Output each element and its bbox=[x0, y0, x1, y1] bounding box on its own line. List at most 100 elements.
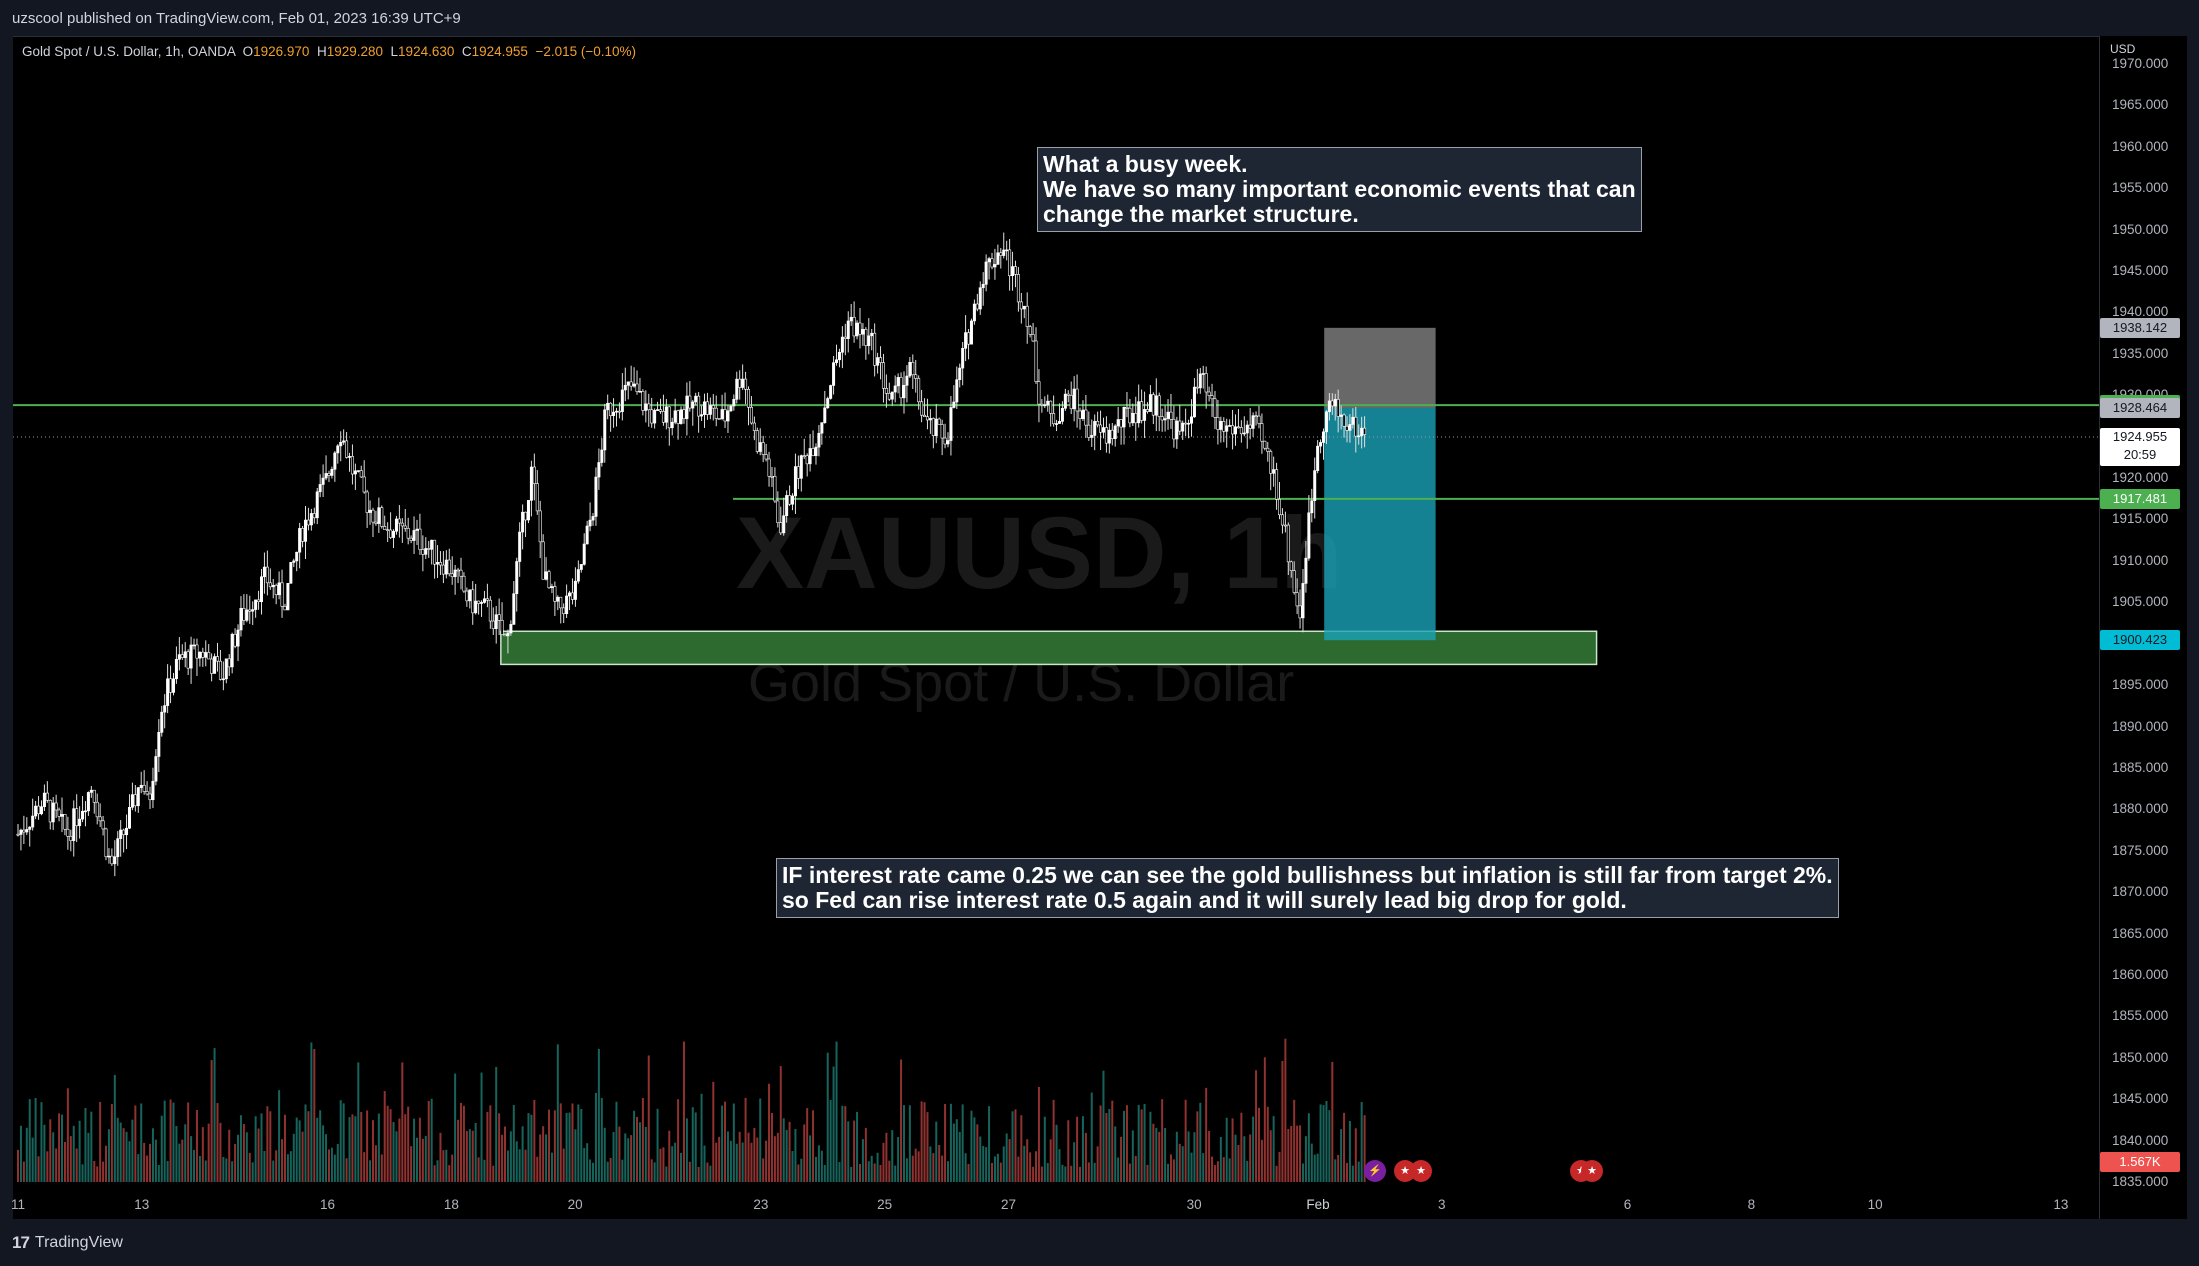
candle-body bbox=[717, 418, 721, 420]
volume-bar bbox=[1237, 1144, 1240, 1182]
volume-bar bbox=[140, 1103, 143, 1182]
candle-body bbox=[1295, 592, 1299, 607]
volume-bar bbox=[1040, 1166, 1043, 1182]
candle-body bbox=[726, 410, 730, 422]
volume-bar bbox=[597, 1048, 600, 1182]
us-flag-event-icon[interactable]: ★ bbox=[1410, 1160, 1432, 1182]
volume-bar bbox=[1322, 1105, 1325, 1182]
candle-body bbox=[670, 421, 674, 429]
candle-body bbox=[1248, 424, 1252, 429]
volume-bar bbox=[782, 1118, 785, 1182]
volume-bar bbox=[911, 1155, 914, 1182]
price-axis[interactable] bbox=[2099, 36, 2188, 1219]
volume-bar bbox=[1111, 1100, 1114, 1182]
candle-body bbox=[688, 395, 692, 409]
chart-pane[interactable] bbox=[13, 36, 2099, 1221]
candle-body bbox=[735, 378, 739, 400]
volume-bar bbox=[210, 1060, 213, 1182]
volume-bar bbox=[592, 1162, 595, 1182]
volume-bar bbox=[856, 1111, 859, 1182]
candle-body bbox=[1266, 447, 1270, 452]
volume-bar bbox=[410, 1146, 413, 1182]
volume-bar bbox=[1090, 1092, 1093, 1182]
volume-bar bbox=[1175, 1131, 1178, 1182]
candle-body bbox=[1263, 440, 1267, 449]
candle-body bbox=[711, 405, 715, 409]
candle-body bbox=[1034, 340, 1038, 382]
volume-bar bbox=[747, 1132, 750, 1182]
volume-bar bbox=[213, 1048, 216, 1182]
volume-bar bbox=[1328, 1110, 1331, 1182]
candle-body bbox=[867, 335, 871, 346]
candle-body bbox=[113, 856, 117, 865]
last-price-label: 1924.955 20:59 bbox=[2100, 428, 2180, 466]
candle-body bbox=[392, 530, 396, 538]
volume-bar bbox=[1219, 1137, 1222, 1182]
candle-body bbox=[1143, 409, 1147, 421]
volume-bar bbox=[773, 1136, 776, 1182]
volume-bar bbox=[1293, 1099, 1296, 1182]
candle-body bbox=[752, 422, 756, 431]
volume-bar bbox=[116, 1117, 119, 1182]
volume-bar bbox=[1123, 1110, 1126, 1182]
candle-body bbox=[682, 409, 686, 420]
price-tick: 1845.000 bbox=[2112, 1091, 2169, 1107]
volume-bar bbox=[1073, 1142, 1076, 1182]
volume-bar bbox=[462, 1105, 465, 1182]
price-tick: 1855.000 bbox=[2112, 1008, 2169, 1024]
volume-bar bbox=[688, 1161, 691, 1182]
volume-bar bbox=[1345, 1162, 1348, 1182]
candle-body bbox=[582, 543, 586, 565]
candle-body bbox=[421, 549, 425, 555]
volume-bar bbox=[389, 1109, 392, 1182]
candle-body bbox=[342, 440, 346, 443]
volume-bar bbox=[1084, 1132, 1087, 1182]
volume-bar bbox=[110, 1104, 113, 1182]
volume-bar bbox=[694, 1112, 697, 1182]
volume-bar bbox=[1064, 1166, 1067, 1182]
candle-body bbox=[339, 441, 343, 447]
candle-body bbox=[494, 614, 498, 629]
volume-bar bbox=[66, 1088, 69, 1182]
volume-bar bbox=[166, 1160, 169, 1182]
volume-bar bbox=[1105, 1112, 1108, 1182]
candle-body bbox=[1269, 451, 1273, 474]
candle-body bbox=[1333, 399, 1337, 407]
candle-body bbox=[497, 614, 501, 621]
candle-body bbox=[459, 569, 463, 577]
candle-body bbox=[403, 525, 407, 529]
candle-body bbox=[248, 609, 252, 612]
volume-bar bbox=[809, 1135, 812, 1182]
candle-body bbox=[1090, 435, 1094, 438]
volume-bar bbox=[985, 1147, 988, 1182]
volume-bar bbox=[1263, 1057, 1266, 1182]
volume-bar bbox=[52, 1132, 55, 1182]
volume-bar bbox=[1337, 1154, 1340, 1182]
candle-body bbox=[37, 805, 41, 815]
volume-bar bbox=[448, 1165, 451, 1182]
candle-body bbox=[268, 582, 272, 588]
candle-body bbox=[1107, 429, 1111, 444]
candle-body bbox=[444, 559, 448, 575]
volume-bar bbox=[1143, 1104, 1146, 1182]
candle-body bbox=[1134, 412, 1138, 424]
candle-body bbox=[793, 466, 797, 497]
price-tick: 1870.000 bbox=[2112, 884, 2169, 900]
candle-body bbox=[133, 794, 137, 807]
volume-bar bbox=[172, 1102, 175, 1182]
candle-body bbox=[169, 678, 173, 693]
us-flag-event-icon[interactable]: ★ bbox=[1581, 1160, 1603, 1182]
legend-symbol: Gold Spot / U.S. Dollar, 1h, OANDA bbox=[22, 44, 236, 59]
candle-body bbox=[1178, 420, 1182, 432]
note-top[interactable]: What a busy week. We have so many import… bbox=[1037, 147, 1642, 232]
legend-open: 1926.970 bbox=[253, 44, 310, 59]
volume-bar bbox=[1222, 1157, 1225, 1182]
volume-bar bbox=[1301, 1163, 1304, 1182]
volume-bar bbox=[1076, 1116, 1079, 1182]
volume-bar bbox=[1099, 1105, 1102, 1182]
note-bottom[interactable]: IF interest rate came 0.25 we can see th… bbox=[776, 858, 1839, 918]
volume-bar bbox=[1087, 1162, 1090, 1182]
lightning-event-icon[interactable]: ⚡ bbox=[1364, 1160, 1386, 1182]
candle-body bbox=[289, 562, 293, 584]
tradingview-logo[interactable]: 17 TradingView bbox=[12, 1233, 123, 1252]
